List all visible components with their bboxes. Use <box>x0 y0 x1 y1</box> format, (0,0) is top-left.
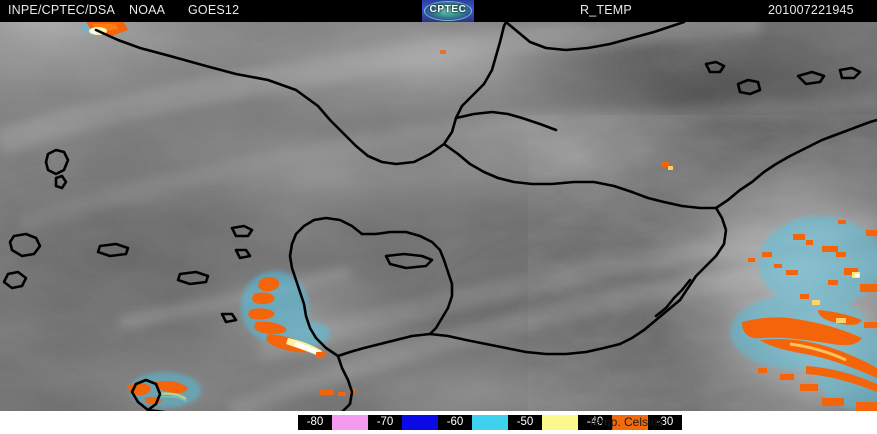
header-satellite: GOES12 <box>188 3 240 17</box>
colorbar-swatch-violet-pink <box>332 415 368 430</box>
colorbar-label-2: -60 <box>438 415 472 430</box>
satellite-image-canvas <box>0 22 877 411</box>
hotspot-andes-coast <box>241 271 330 358</box>
hotspot-interior-small <box>440 50 673 170</box>
header-institute: INPE/CPTEC/DSA <box>8 3 115 17</box>
country-borders-overlay <box>2 22 877 411</box>
temperature-colorbar: -80 -70 -60 -50 -40 -30 <box>298 415 682 430</box>
colorbar-label-5: -30 <box>648 415 682 430</box>
colorbar-swatch-orange <box>612 415 648 430</box>
hotspot-northwest <box>82 22 128 36</box>
colorbar-swatch-blue <box>402 415 438 430</box>
colorbar-label-3: -50 <box>508 415 542 430</box>
header-agency: NOAA <box>129 3 166 17</box>
logo-ring-shape <box>424 1 472 21</box>
sensor-noise <box>0 22 877 411</box>
cptec-logo-icon: CPTEC <box>422 0 474 22</box>
colorbar-label-4: -40 <box>578 415 612 430</box>
footer-bar: -80 -70 -60 -50 -40 -30 Temp. Celsius <box>0 411 877 434</box>
colorbar-swatch-cyan <box>472 415 508 430</box>
header-timestamp: 201007221945 <box>768 3 854 17</box>
header-bar: INPE/CPTEC/DSA NOAA GOES12 CPTEC R_TEMP … <box>0 0 877 22</box>
colorbar-label-1: -70 <box>368 415 402 430</box>
header-product: R_TEMP <box>580 3 632 17</box>
colorbar-swatch-yellow <box>542 415 578 430</box>
logo-label: CPTEC <box>429 4 467 15</box>
satellite-image <box>0 22 877 411</box>
colorbar-unit-label: Temp. Celsius <box>588 415 664 429</box>
hotspot-east-convection <box>730 216 877 411</box>
colorbar-label-0: -80 <box>298 415 332 430</box>
